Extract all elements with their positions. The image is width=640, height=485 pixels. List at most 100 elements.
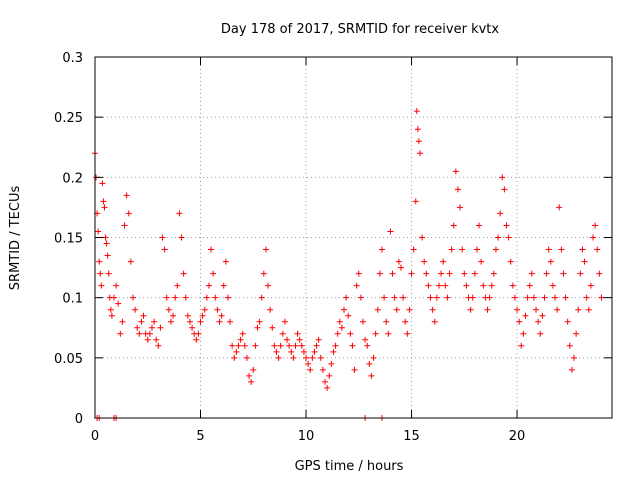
data-point <box>105 270 112 277</box>
y-tick-label: 0.15 <box>54 232 83 247</box>
data-point <box>459 246 466 253</box>
data-point <box>144 336 151 343</box>
data-point <box>598 294 605 301</box>
data-point <box>516 318 523 325</box>
data-point <box>585 306 592 313</box>
data-point <box>343 294 350 301</box>
data-point <box>446 270 453 277</box>
data-point <box>594 246 601 253</box>
data-point <box>592 222 599 229</box>
data-point <box>530 294 537 301</box>
data-point <box>524 294 531 301</box>
data-point <box>526 282 533 289</box>
y-tick-label: 0 <box>75 412 83 427</box>
data-point <box>499 174 506 181</box>
x-tick-label: 15 <box>403 429 420 444</box>
data-point <box>117 330 124 337</box>
y-tick-label: 0.25 <box>54 111 83 126</box>
data-point <box>427 294 434 301</box>
data-point <box>431 318 438 325</box>
data-point <box>218 312 225 319</box>
x-tick-label: 5 <box>196 429 204 444</box>
data-point <box>317 354 324 361</box>
x-tick-label: 10 <box>298 429 315 444</box>
data-point <box>108 312 115 319</box>
data-point <box>123 192 130 199</box>
data-point <box>393 306 400 313</box>
data-point <box>284 336 291 343</box>
data-point <box>351 366 358 373</box>
data-point <box>416 150 423 157</box>
data-point <box>404 330 411 337</box>
data-point <box>406 306 413 313</box>
data-point <box>571 354 578 361</box>
data-point <box>267 306 274 313</box>
data-point <box>195 330 202 337</box>
data-point <box>581 258 588 265</box>
data-point <box>410 246 417 253</box>
data-point <box>100 198 107 205</box>
data-point <box>476 222 483 229</box>
data-point <box>349 342 356 349</box>
data-point <box>381 294 388 301</box>
data-point <box>165 306 172 313</box>
data-point <box>279 330 286 337</box>
y-tick-label: 0.2 <box>62 171 83 186</box>
data-point <box>419 234 426 241</box>
data-point <box>541 294 548 301</box>
data-point <box>220 282 227 289</box>
data-point <box>210 270 217 277</box>
data-point <box>501 186 508 193</box>
data-point <box>415 138 422 145</box>
data-point <box>376 270 383 277</box>
data-point <box>193 336 200 343</box>
data-point <box>233 348 240 355</box>
data-point <box>288 348 295 355</box>
data-point <box>153 336 160 343</box>
data-point <box>345 312 352 319</box>
data-point <box>239 330 246 337</box>
data-point <box>440 258 447 265</box>
data-point <box>444 294 451 301</box>
x-axis-title: GPS time / hours <box>295 459 404 474</box>
data-points <box>92 108 605 421</box>
data-point <box>397 264 404 271</box>
data-point <box>313 342 320 349</box>
data-point <box>579 246 586 253</box>
data-point <box>229 342 236 349</box>
data-point <box>163 294 170 301</box>
data-point <box>412 198 419 205</box>
data-point <box>467 306 474 313</box>
data-point <box>281 318 288 325</box>
data-point <box>564 318 571 325</box>
data-point <box>552 294 559 301</box>
data-point <box>471 270 478 277</box>
data-point <box>497 210 504 217</box>
data-point <box>543 270 550 277</box>
data-point <box>387 228 394 235</box>
data-point <box>241 342 248 349</box>
data-point <box>429 306 436 313</box>
data-point <box>583 294 590 301</box>
data-point <box>296 336 303 343</box>
data-point <box>262 246 269 253</box>
data-point <box>271 342 278 349</box>
data-point <box>189 324 196 331</box>
data-point <box>182 294 189 301</box>
data-point <box>294 330 301 337</box>
data-point <box>547 258 554 265</box>
data-point <box>170 312 177 319</box>
data-point <box>104 252 111 259</box>
data-point <box>587 282 594 289</box>
data-point <box>469 294 476 301</box>
data-point <box>146 330 153 337</box>
data-point <box>184 312 191 319</box>
data-point <box>463 282 470 289</box>
data-point <box>336 318 343 325</box>
y-axis-title: SRMTID / TECUs <box>8 186 23 291</box>
data-point <box>490 270 497 277</box>
data-point <box>311 348 318 355</box>
data-point <box>167 318 174 325</box>
data-point <box>140 312 147 319</box>
data-point <box>248 378 255 385</box>
